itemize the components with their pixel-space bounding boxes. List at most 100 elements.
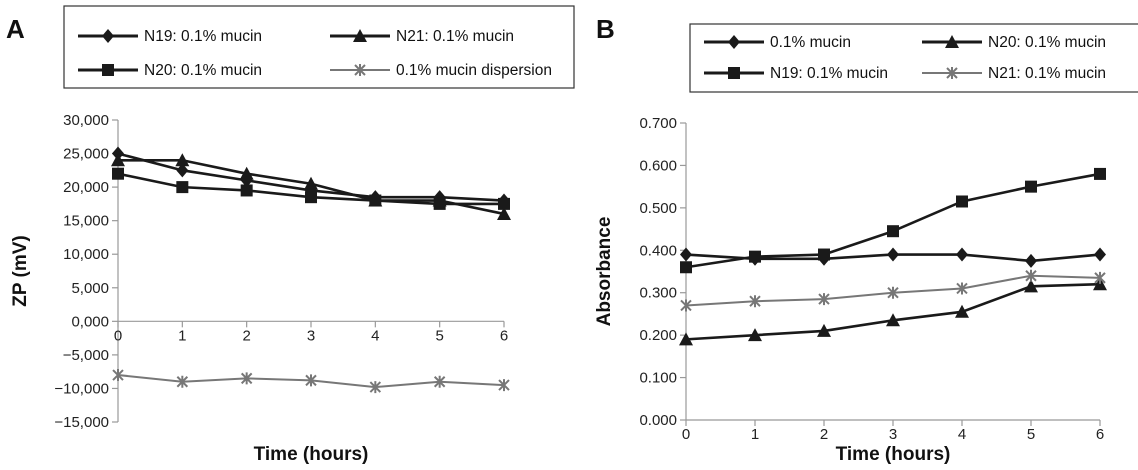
panel-b-legend-label: N19: 0.1% mucin: [770, 65, 888, 82]
panel-a-legend-label: 0.1% mucin dispersion: [396, 62, 552, 79]
panel-a-series-4-point: [240, 372, 253, 385]
panel-a-series-3-point: [176, 181, 189, 194]
panel-b-series-4-point: [680, 299, 692, 312]
panel-a-x-tick-label: 1: [178, 327, 186, 344]
panel-a-legend-entries: N19: 0.1% mucin N21: 0.1% mucin N20: 0.1% …: [78, 28, 552, 79]
panel-a-chart: A N19: 0.1% mucin N21: 0.1% mucin N20: 0.1…: [6, 5, 575, 465]
panel-b-letter: B: [596, 14, 615, 44]
panel-b-axes: 0.700 0.600 0.500 0.400 0.300 0.200 0.100 0.000…: [639, 115, 1104, 443]
panel-b-legend-entries: 0.1% mucin N20: 0.1% mucin N19: 0.1% mucin…: [704, 34, 1106, 82]
panel-a-series-2-point: [304, 176, 318, 190]
panel-b-series-1-point: [956, 247, 968, 262]
panel-b-y-tick-label: 0.000: [639, 412, 677, 429]
panel-a-y-tick-label: 5,000: [71, 280, 109, 297]
panel-a-y-tick-label: 15,000: [63, 213, 109, 230]
panel-b-series-3-point: [818, 248, 830, 261]
panel-b-series-4-point: [818, 293, 830, 306]
panel-a-legend-marker: [102, 29, 114, 43]
panel-a-x-tick-label: 2: [242, 327, 250, 344]
panel-b-x-tick-label: 2: [820, 426, 828, 443]
panel-b-series-4-point: [887, 286, 899, 299]
panel-b-series-2-point: [955, 304, 969, 318]
panel-b-series-4-point: [1025, 269, 1037, 282]
panel-b-x-tick-label: 1: [751, 426, 759, 443]
panel-b-series-2-point: [1024, 279, 1038, 293]
panel-a-series-2-point: [497, 206, 511, 220]
panel-b-series-3-point: [1025, 180, 1037, 193]
panel-a-y-tick-label: 30,000: [63, 112, 109, 129]
panel-b-chart: B 0.1% mucin N20: 0.1% mucin N19: 0.1% muc…: [594, 14, 1138, 465]
panel-b-series-3-point: [887, 225, 899, 238]
panel-b-series-2-point: [886, 313, 900, 327]
panel-b-series-4-point: [1094, 271, 1106, 284]
panel-a-legend-marker: [353, 29, 367, 42]
panel-a-y-axis-title: ZP (mV): [10, 235, 31, 306]
panel-b-x-tick-label: 0: [682, 426, 690, 443]
panel-a-series-2-point: [111, 153, 125, 167]
panel-a-x-tick-label: 6: [500, 327, 508, 344]
panel-b-series-3-point: [1094, 167, 1106, 180]
panel-a-series: [111, 146, 511, 394]
panel-b-y-axis-title: Absorbance: [594, 217, 615, 327]
panel-a-series-2-point: [239, 166, 254, 180]
panel-a-y-tick-label: 10,000: [63, 246, 109, 263]
panel-b-legend-label: N20: 0.1% mucin: [988, 34, 1106, 51]
panel-a-series-4-point: [305, 374, 317, 387]
panel-a-axes: 30,000 25,000 20,000 15,000 10,000 5,000 0,000…: [54, 112, 508, 431]
panel-a-series-4-point: [369, 381, 382, 394]
panel-b-x-tick-label: 6: [1096, 426, 1104, 443]
panel-a-series-3-point: [433, 197, 446, 210]
panel-a-y-tick-label: 25,000: [63, 146, 109, 163]
panel-b-y-tick-label: 0.400: [639, 242, 677, 259]
panel-b-y-tick-label: 0.100: [639, 370, 677, 387]
panel-a-y-tick-label: −15,000: [54, 414, 109, 431]
panel-b-series-1-point: [1025, 253, 1037, 268]
panel-b-legend-marker: [946, 67, 958, 79]
panel-b-x-axis-title: Time (hours): [836, 444, 951, 465]
panel-a-y-tick-label: 0,000: [71, 313, 109, 330]
panel-b-series: [679, 167, 1107, 346]
panel-b-series-3-point: [680, 261, 692, 274]
panel-a-x-tick-label: 4: [371, 327, 379, 344]
panel-b-series-3-point: [956, 195, 968, 208]
panel-b-series-2-point: [748, 328, 762, 342]
panel-a-legend-marker: [354, 64, 366, 76]
panel-a-y-tick-label: −5,000: [63, 347, 109, 364]
panel-b-legend-marker: [945, 35, 959, 48]
panel-a-series-3-point: [305, 191, 317, 204]
panel-a-y-tick-label: 20,000: [63, 179, 109, 196]
panel-b-y-tick-label: 0.200: [639, 327, 677, 344]
panel-b-legend: [689, 23, 1138, 93]
panel-a-x-tick-label: 0: [114, 327, 122, 344]
panel-a-series-3-point: [369, 194, 382, 207]
panel-a-legend-marker: [102, 64, 114, 76]
panel-a-legend-label: N20: 0.1% mucin: [144, 62, 262, 79]
panel-a-series-4-point: [176, 375, 189, 388]
panel-a-legend-label: N21: 0.1% mucin: [396, 28, 514, 45]
panel-b-series-4-point: [749, 295, 761, 308]
panel-a-x-tick-label: 3: [307, 327, 315, 344]
panel-a-x-axis-title: Time (hours): [254, 444, 369, 465]
panel-a-legend: [63, 5, 575, 89]
panel-b-legend-label: 0.1% mucin: [770, 34, 851, 51]
panel-b-series-1-point: [887, 247, 899, 262]
panel-b-series-2-point: [817, 323, 831, 337]
panel-a-series-3-point: [112, 167, 124, 180]
panel-a-y-tick-label: −10,000: [54, 380, 109, 397]
panel-b-legend-marker: [728, 67, 740, 79]
panel-a-series-3-point: [240, 184, 253, 197]
panel-b-y-tick-label: 0.600: [639, 157, 677, 174]
panel-b-y-tick-label: 0.300: [639, 285, 677, 302]
panel-b-series-2-point: [679, 332, 693, 346]
panel-b-series-1-point: [1094, 247, 1106, 262]
panel-b-x-tick-label: 5: [1027, 426, 1035, 443]
panel-b-x-tick-label: 4: [958, 426, 966, 443]
panel-a-x-tick-label: 5: [435, 327, 443, 344]
panel-b-x-tick-label: 3: [889, 426, 897, 443]
panel-b-y-tick-label: 0.700: [639, 115, 677, 132]
panel-a-series-1-point: [176, 163, 189, 178]
panel-a-series-4-point: [498, 379, 510, 392]
panel-a-series-4-point: [433, 375, 446, 388]
panel-a-series-3-point: [498, 197, 510, 210]
